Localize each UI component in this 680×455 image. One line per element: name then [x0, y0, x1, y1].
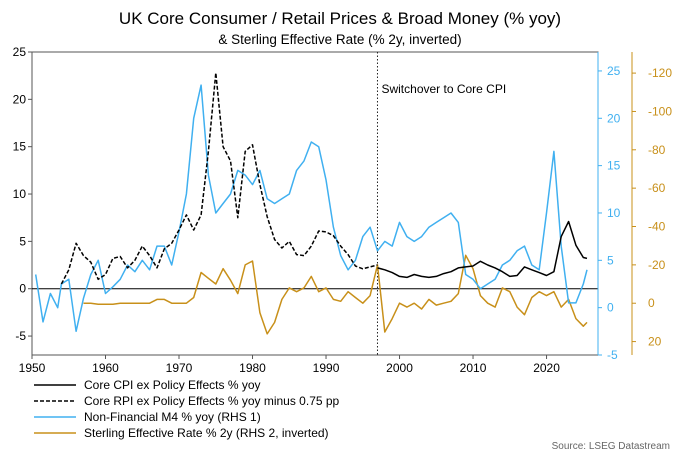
y-right2-tick-label: 0 — [648, 296, 655, 310]
chart-subtitle: & Sterling Effective Rate (% 2y, inverte… — [218, 32, 461, 47]
legend-label: Non-Financial M4 % yoy (RHS 1) — [84, 410, 261, 424]
source-note: Source: LSEG Datastream — [552, 441, 670, 452]
y-right2-tick-label: -120 — [648, 66, 672, 80]
legend-label: Sterling Effective Rate % 2y (RHS 2, inv… — [84, 426, 329, 440]
y-left-tick-label: 10 — [13, 187, 27, 201]
series-line-3 — [34, 84, 588, 333]
y-left-tick-label: 15 — [13, 140, 27, 154]
series-line-4 — [83, 254, 588, 335]
y-right1-tick-label: 15 — [607, 159, 621, 173]
y-left-tick-label: 0 — [19, 282, 26, 296]
y-left-tick-label: -5 — [15, 329, 26, 343]
series-line-1 — [377, 220, 588, 279]
y-right1-tick-label: 5 — [607, 253, 614, 267]
legend: Core CPI ex Policy Effects % yoy Core RPI… — [34, 378, 340, 440]
y-right2-tick-label: -100 — [648, 104, 672, 118]
series-line-2 — [60, 72, 378, 285]
x-tick-label: 1970 — [166, 361, 193, 375]
legend-label: Core CPI ex Policy Effects % yoy — [84, 378, 261, 392]
y-right2-tick-label: 20 — [648, 335, 662, 349]
y-right1-tick-label: 25 — [607, 64, 621, 78]
y-right1-tick-label: -5 — [607, 348, 618, 362]
y-right2-tick-label: -80 — [648, 143, 666, 157]
legend-label: Core RPI ex Policy Effects % yoy minus 0… — [84, 394, 340, 408]
series-lines — [34, 72, 588, 335]
y-right2-tick-label: -40 — [648, 220, 666, 234]
x-tick-label: 1980 — [239, 361, 266, 375]
x-tick-label: 1990 — [313, 361, 340, 375]
y-right1-tick-label: 20 — [607, 111, 621, 125]
y-right1-tick-label: 0 — [607, 301, 614, 315]
axes: Switchover to Core CPI -5 0 5 10 15 20 25 -5 0 5 10… — [13, 45, 673, 375]
chart-title: UK Core Consumer / Retail Prices & Broad… — [119, 9, 561, 28]
y-right2-tick-label: -60 — [648, 181, 666, 195]
switchover-annotation: Switchover to Core CPI — [381, 82, 506, 96]
y-left-tick-label: 20 — [13, 92, 27, 106]
y-right1-tick-label: 10 — [607, 206, 621, 220]
x-tick-label: 2010 — [460, 361, 487, 375]
x-tick-label: 1950 — [19, 361, 46, 375]
y-right2-tick-label: -20 — [648, 258, 666, 272]
plot-frame — [31, 51, 599, 356]
y-left-tick-label: 25 — [13, 45, 27, 59]
y-left-tick-label: 5 — [19, 234, 26, 248]
x-tick-label: 1960 — [92, 361, 119, 375]
x-tick-label: 2000 — [386, 361, 413, 375]
x-tick-label: 2020 — [533, 361, 560, 375]
